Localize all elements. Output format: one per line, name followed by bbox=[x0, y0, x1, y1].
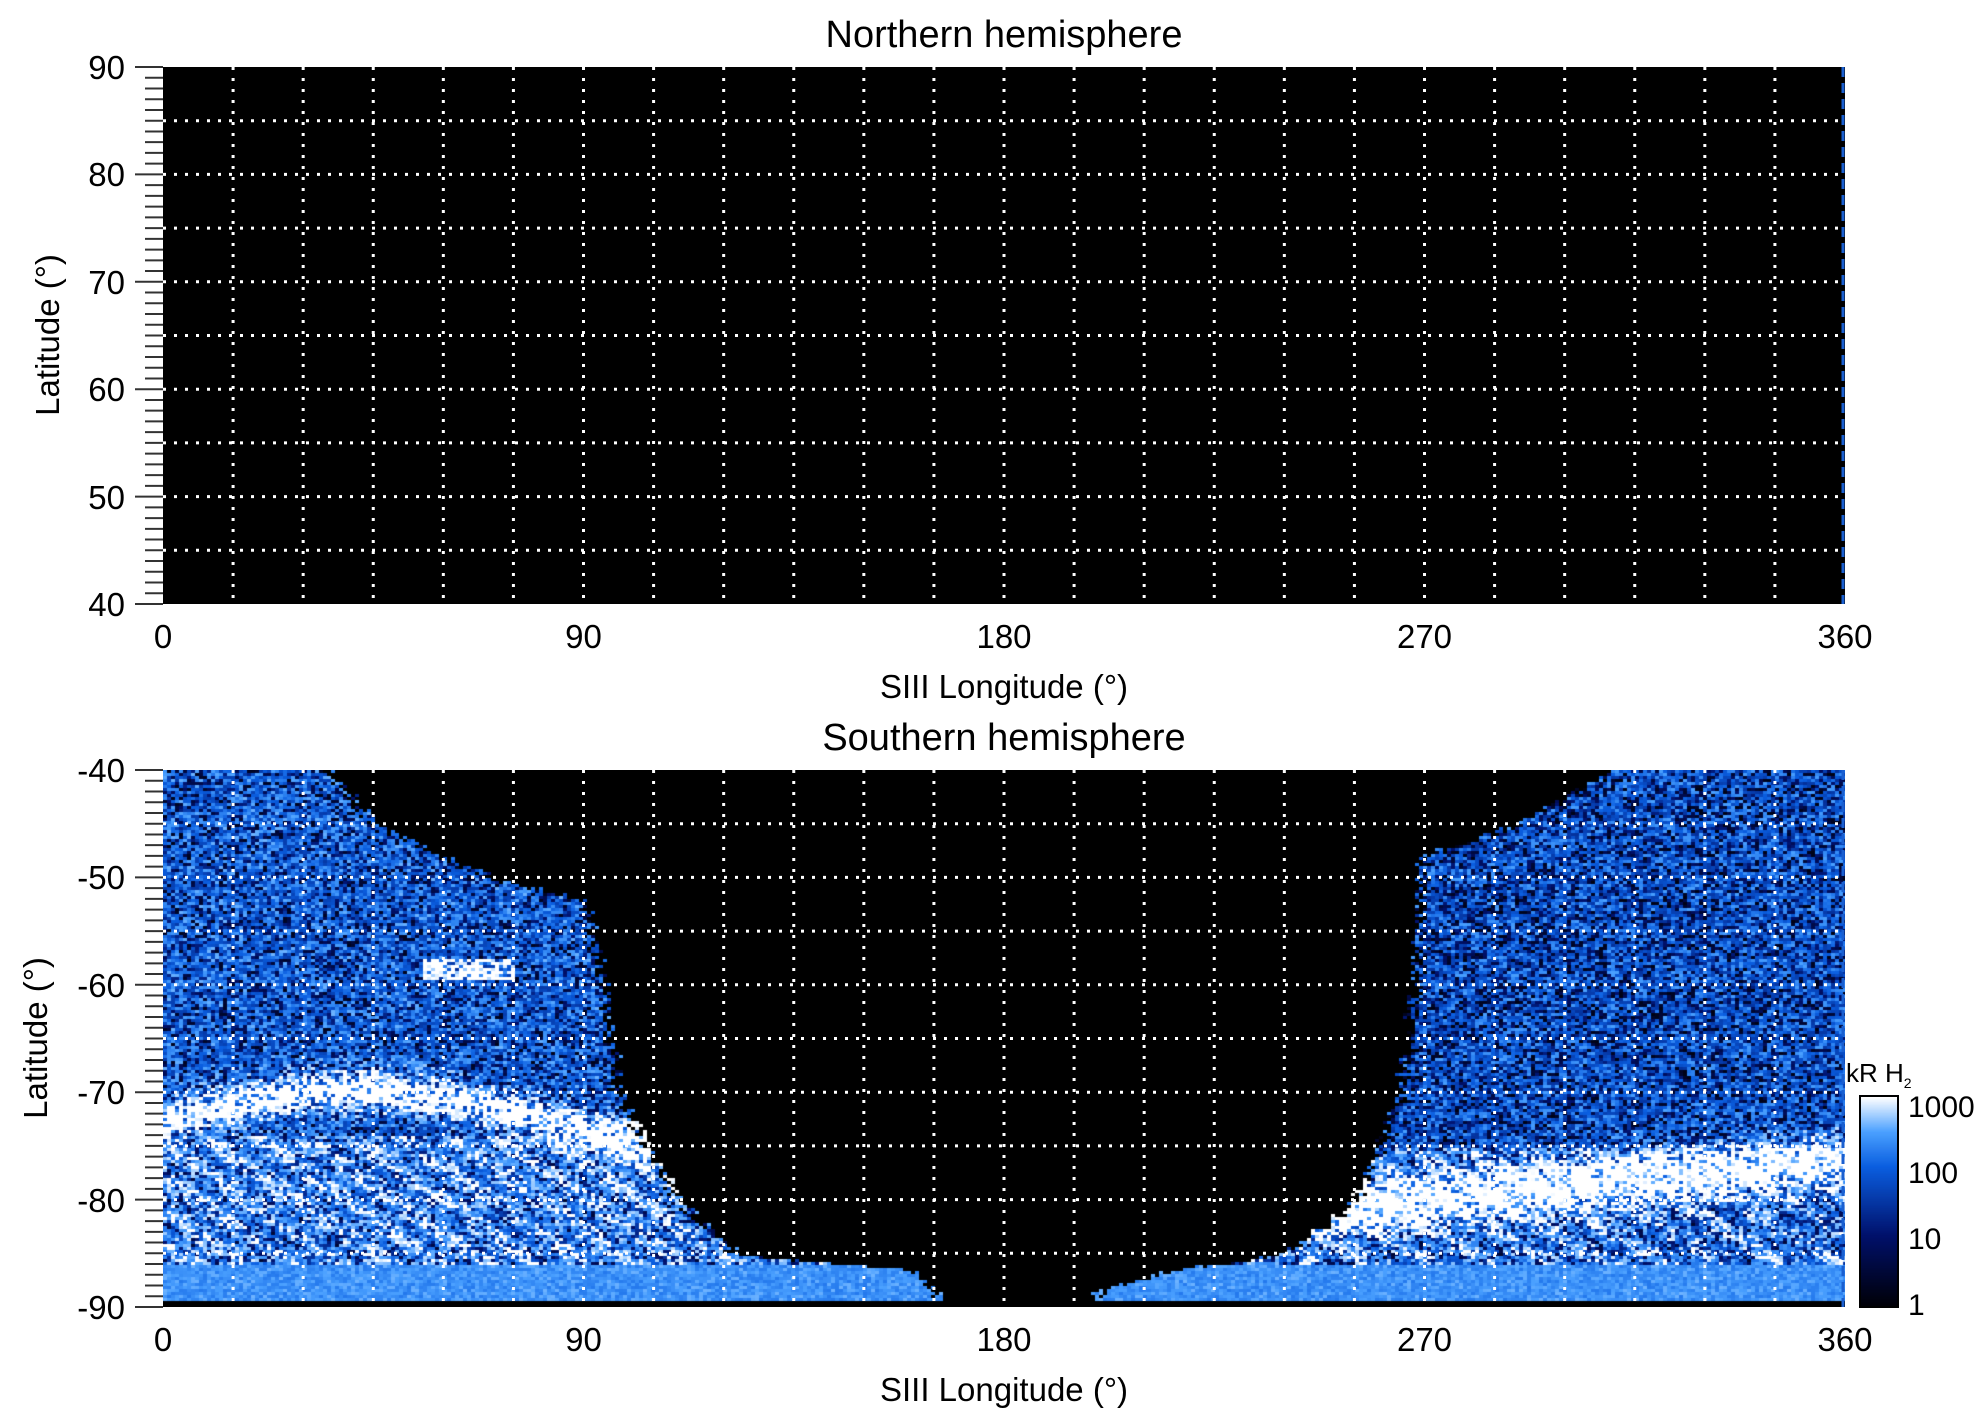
colorbar-tick-label: 1000 bbox=[1908, 1091, 1975, 1124]
y-tick-label: 70 bbox=[88, 263, 125, 301]
south-heatmap bbox=[135, 769, 1845, 1308]
grid-and-ticks bbox=[135, 66, 1845, 605]
y-tick-label: 90 bbox=[88, 49, 125, 86]
x-tick-label: 0 bbox=[153, 618, 173, 655]
north-panel-title: Northern hemisphere bbox=[825, 14, 1183, 56]
colorbar-label: kR H2 bbox=[1846, 1058, 1912, 1092]
south-panel-title: Southern hemisphere bbox=[822, 717, 1186, 759]
south-x-axis-label: SIII Longitude (°) bbox=[880, 1371, 1128, 1408]
x-tick-label: 270 bbox=[1396, 1321, 1453, 1358]
x-tick-label: 0 bbox=[153, 1321, 173, 1358]
y-tick-label: -80 bbox=[77, 1181, 125, 1219]
colorbar-tick-label: 10 bbox=[1908, 1223, 1942, 1256]
colorbar-gradient bbox=[1861, 1097, 1897, 1306]
y-tick-label: -40 bbox=[77, 752, 125, 789]
y-tick-label: -90 bbox=[77, 1289, 125, 1326]
north-y-axis-label: Latitude (°) bbox=[29, 254, 66, 416]
x-tick-label: 90 bbox=[565, 618, 602, 655]
y-tick-label: -60 bbox=[77, 966, 125, 1004]
y-tick-label: 50 bbox=[88, 478, 125, 516]
y-tick-label: 60 bbox=[88, 371, 125, 409]
grid-and-ticks bbox=[135, 769, 1845, 1308]
y-tick-label: 80 bbox=[88, 156, 125, 194]
colorbar bbox=[1859, 1095, 1899, 1308]
x-tick-label: 360 bbox=[1817, 1321, 1873, 1358]
x-tick-label: 270 bbox=[1396, 618, 1453, 655]
colorbar-tick-label: 100 bbox=[1908, 1157, 1959, 1190]
y-tick-label: -70 bbox=[77, 1074, 125, 1112]
y-tick-label: 40 bbox=[88, 586, 125, 623]
south-y-axis-label: Latitude (°) bbox=[17, 957, 54, 1119]
colorbar-tick-label: 1 bbox=[1908, 1289, 1925, 1322]
x-tick-label: 360 bbox=[1817, 618, 1873, 655]
x-tick-label: 180 bbox=[976, 618, 1032, 655]
north-heatmap bbox=[135, 66, 1845, 605]
north-x-axis-label: SIII Longitude (°) bbox=[880, 668, 1128, 705]
x-tick-label: 180 bbox=[976, 1321, 1032, 1358]
x-tick-label: 90 bbox=[565, 1321, 602, 1358]
y-tick-label: -50 bbox=[77, 859, 125, 897]
